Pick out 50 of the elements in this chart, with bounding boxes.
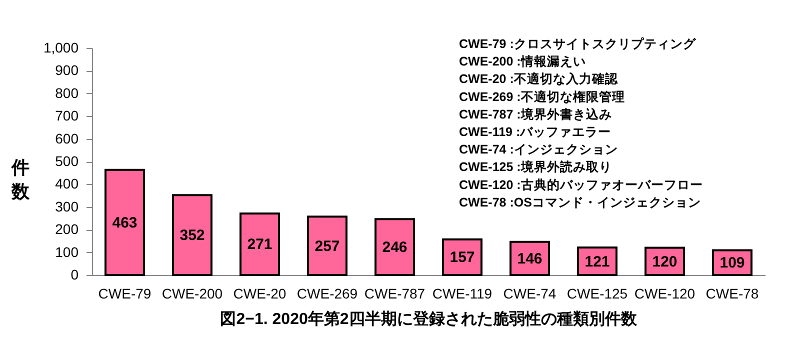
- y-tick-label: 0: [70, 266, 79, 282]
- bar: [172, 194, 212, 276]
- data-label: 120: [652, 253, 678, 270]
- bar: [307, 216, 348, 276]
- x-tick-label: CWE-200: [162, 286, 223, 302]
- annotation: CWE-125 :境界外読み取り: [459, 159, 612, 174]
- y-tick-label: 800: [55, 84, 79, 101]
- annotation: CWE-119 :バッファエラー: [459, 125, 612, 139]
- data-label: 246: [382, 239, 408, 256]
- annotation: CWE-79 :クロスサイトスクリプティング: [459, 36, 697, 51]
- y-tick-label: 400: [55, 176, 79, 192]
- y-axis-title: 件数: [10, 158, 30, 202]
- annotation: CWE-120 :古典的バッファオーバーフロー: [459, 178, 703, 192]
- y-tick-label: 600: [55, 130, 79, 146]
- x-tick-label: CWE-125: [566, 286, 628, 302]
- bar: [104, 168, 145, 276]
- bar: [442, 238, 482, 276]
- x-tick-label: CWE-79: [98, 286, 152, 302]
- x-tick-label: CWE-787: [364, 286, 426, 302]
- text: 図2−1. 2020年第2四半期に登録された脆弱性の種類別件数: [220, 310, 638, 328]
- data-label: 463: [112, 214, 138, 232]
- data-label: 109: [720, 254, 745, 272]
- x-tick-label: CWE-20: [233, 286, 286, 302]
- data-label: 352: [180, 227, 205, 244]
- data-label: 271: [247, 236, 272, 254]
- annotation: CWE-787 :境界外書き込み: [459, 106, 612, 122]
- x-tick-label: CWE-119: [432, 286, 492, 302]
- data-label: 157: [450, 249, 475, 266]
- x-tick-label: CWE-78: [706, 286, 759, 302]
- annotation: CWE-200 :情報漏えい: [459, 54, 586, 69]
- y-tick-label: 700: [55, 108, 79, 124]
- y-tick-label: 200: [55, 221, 79, 238]
- data-label: 257: [314, 238, 340, 255]
- x-tick-label: CWE-120: [634, 286, 696, 302]
- bar: [240, 212, 280, 276]
- annotation: CWE-74 :インジェクション: [459, 142, 618, 157]
- y-tick-label: 900: [55, 62, 79, 78]
- y-tick-label: 300: [55, 198, 79, 214]
- y-tick-label: 500: [55, 153, 79, 169]
- y-tick-label: 100: [55, 244, 79, 260]
- data-label: 146: [517, 250, 542, 268]
- annotation: CWE-269 :不適切な権限管理: [459, 88, 625, 104]
- y-tick-label: 1,000: [43, 40, 79, 56]
- annotation: CWE-78 :OSコマンド・インジェクション: [459, 195, 701, 210]
- data-label: 121: [584, 253, 610, 270]
- annotation: CWE-20 :不適切な入力確認: [459, 71, 619, 86]
- x-tick-label: CWE-269: [296, 286, 358, 302]
- bar: [374, 218, 415, 276]
- bar: [577, 246, 618, 276]
- x-tick-label: CWE-74: [503, 286, 556, 302]
